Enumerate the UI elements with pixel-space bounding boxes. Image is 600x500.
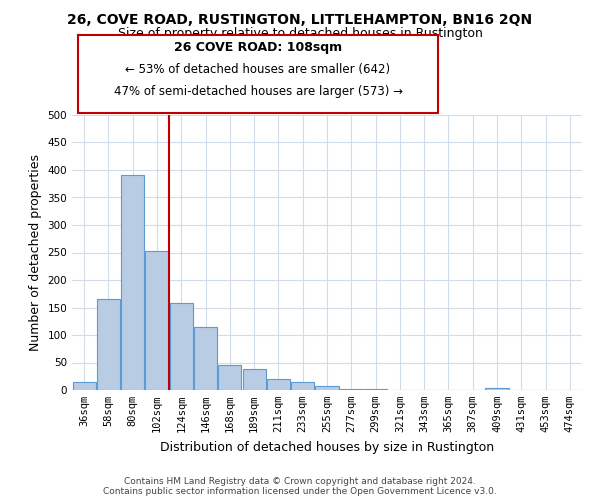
Text: Size of property relative to detached houses in Rustington: Size of property relative to detached ho… bbox=[118, 28, 482, 40]
Bar bbox=[170, 303, 193, 390]
Bar bbox=[485, 388, 509, 390]
Text: 47% of semi-detached houses are larger (573) →: 47% of semi-detached houses are larger (… bbox=[113, 85, 403, 98]
Text: 26, COVE ROAD, RUSTINGTON, LITTLEHAMPTON, BN16 2QN: 26, COVE ROAD, RUSTINGTON, LITTLEHAMPTON… bbox=[67, 12, 533, 26]
Bar bbox=[194, 327, 217, 390]
Text: 26 COVE ROAD: 108sqm: 26 COVE ROAD: 108sqm bbox=[174, 41, 342, 54]
Text: Contains public sector information licensed under the Open Government Licence v3: Contains public sector information licen… bbox=[103, 487, 497, 496]
Bar bbox=[218, 365, 241, 390]
Text: Contains HM Land Registry data © Crown copyright and database right 2024.: Contains HM Land Registry data © Crown c… bbox=[124, 477, 476, 486]
Bar bbox=[316, 386, 338, 390]
Bar bbox=[242, 368, 266, 390]
Bar bbox=[267, 379, 290, 390]
Text: ← 53% of detached houses are smaller (642): ← 53% of detached houses are smaller (64… bbox=[125, 62, 391, 76]
Bar bbox=[291, 382, 314, 390]
Bar bbox=[145, 252, 169, 390]
Bar bbox=[121, 176, 144, 390]
X-axis label: Distribution of detached houses by size in Rustington: Distribution of detached houses by size … bbox=[160, 440, 494, 454]
Y-axis label: Number of detached properties: Number of detached properties bbox=[29, 154, 42, 351]
Bar bbox=[97, 299, 120, 390]
Bar bbox=[73, 382, 95, 390]
